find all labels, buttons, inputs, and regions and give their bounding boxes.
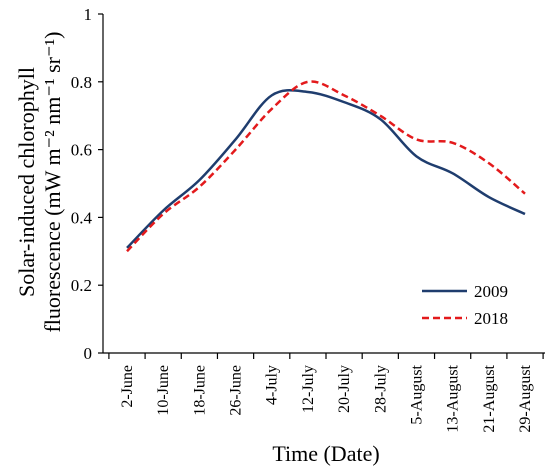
x-ticks: 2-June 10-June 18-June 26-June 4-July 12-July…: [108, 353, 544, 433]
x-tick-label: 5-August: [408, 364, 425, 424]
x-tick-label: 20-July: [336, 365, 353, 413]
series-line-2009: [126, 89, 526, 249]
legend-label-2009: 2009: [474, 282, 508, 301]
x-tick-label: 2-June: [119, 365, 136, 408]
axes: [102, 14, 545, 354]
x-tick-label: 10-June: [155, 365, 172, 416]
x-tick-label: 26-June: [228, 365, 245, 416]
x-tick-label: 28-July: [372, 365, 389, 413]
y-axis-title: Solar-induced chlorophyll fluorescence (…: [14, 31, 65, 332]
x-tick-label: 21-August: [481, 364, 498, 432]
y-tick-label: 0.4: [71, 208, 93, 227]
y-tick-label: 0.6: [71, 141, 92, 160]
series-line-2018: [126, 80, 526, 253]
x-tick-label: 29-August: [517, 364, 534, 432]
y-tick-label: 1: [84, 5, 93, 24]
x-axis-title: Time (Date): [272, 441, 379, 466]
legend: 2009 2018: [422, 282, 508, 328]
x-tick-label: 18-June: [191, 365, 208, 416]
y-tick-label: 0.8: [71, 73, 92, 92]
y-tick-label: 0: [84, 344, 93, 363]
y-tick-label: 0.2: [71, 276, 92, 295]
x-tick-label: 12-July: [300, 365, 317, 413]
legend-label-2018: 2018: [474, 309, 508, 328]
y-ticks: 0 0.2 0.4 0.6 0.8 1: [71, 5, 103, 363]
x-tick-label: 4-July: [264, 365, 281, 405]
series-lines: [126, 80, 526, 253]
y-axis-title-line2: fluorescence (mW m⁻² nm⁻¹ sr⁻¹): [40, 31, 65, 332]
y-axis-title-line1: Solar-induced chlorophyll: [14, 67, 39, 297]
x-tick-label: 13-August: [445, 364, 462, 432]
